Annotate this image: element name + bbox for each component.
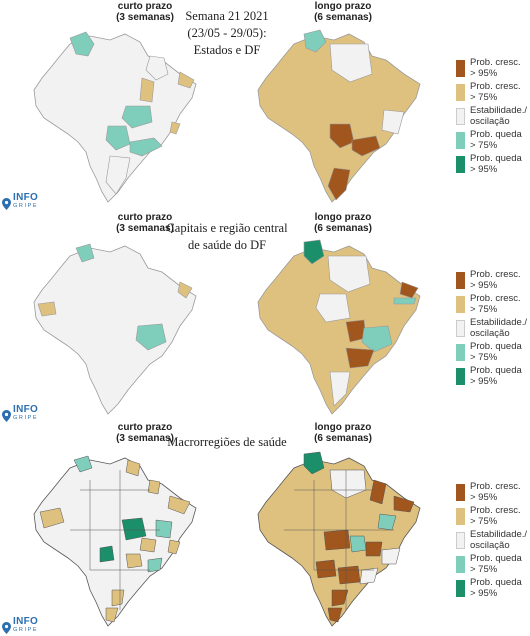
legend-item: Prob. cresc. > 95% <box>456 269 530 292</box>
region-pb <box>393 297 417 305</box>
region-rs <box>327 167 351 201</box>
region-tocantins <box>139 77 155 103</box>
region-para <box>329 43 373 83</box>
region-para <box>327 255 371 293</box>
long-term-label-line2: (6 semanas) <box>314 12 372 23</box>
legend-item: Prob. cresc. > 75% <box>456 293 530 316</box>
logo-main: INFO <box>13 192 39 203</box>
infogripe-logo: INFO GRIPE <box>2 405 38 422</box>
section-title-estados: Semana 21 2021 (23/05 - 29/05): Estados … <box>152 8 302 59</box>
legend-item: Prob. cresc. > 75% <box>456 505 530 528</box>
region-south <box>105 155 131 195</box>
short-term-label: curto prazo (3 semanas) <box>116 212 174 234</box>
region-roraima <box>69 31 95 57</box>
legend-item: Prob. queda > 75% <box>456 129 530 152</box>
map-long-term-macrorregioes <box>257 451 421 627</box>
region-acre <box>37 301 57 317</box>
region-es <box>169 121 181 135</box>
title-line2: (23/05 - 29/05): <box>187 26 267 40</box>
location-pin-icon <box>2 622 11 634</box>
region-ms <box>329 123 355 149</box>
long-term-label-line1: longo prazo <box>314 1 372 12</box>
map-short-term-macrorregioes <box>33 455 197 627</box>
location-pin-icon <box>2 410 11 422</box>
long-term-label: longo prazo (6 semanas) <box>288 1 398 23</box>
long-term-label: longo prazo (6 semanas) <box>314 212 372 234</box>
region-south <box>329 371 351 407</box>
location-pin-icon <box>2 198 11 210</box>
short-term-label: curto prazo (3 semanas) <box>116 422 174 444</box>
legend-item: Prob. queda > 75% <box>456 341 530 364</box>
legend-macrorregioes: Prob. cresc. > 95% Prob. cresc. > 75% Esta… <box>456 481 530 602</box>
legend-item: Prob. queda > 95% <box>456 365 530 388</box>
region-ms <box>105 125 131 151</box>
legend-capitais: Prob. cresc. > 95% Prob. cresc. > 75% Esta… <box>456 269 530 390</box>
legend-estados: Prob. cresc. > 95% Prob. cresc. > 75% Esta… <box>456 57 530 178</box>
section-title-capitais: Capitais e região central de saúde do DF <box>166 221 288 252</box>
map-long-term-estados <box>257 29 421 203</box>
infogripe-logo: INFO GRIPE <box>2 617 38 634</box>
map-short-term-estados <box>33 31 197 203</box>
legend-item: Estabilidade./oscilação <box>456 317 530 340</box>
legend-item: Prob. queda > 75% <box>456 553 530 576</box>
short-term-label-line2: (3 semanas) <box>116 12 174 23</box>
long-term-label: longo prazo (6 semanas) <box>314 422 372 444</box>
map-short-term-capitais <box>33 243 197 415</box>
region-rn <box>177 71 195 89</box>
legend-item: Prob. queda > 95% <box>456 153 530 176</box>
short-term-label: curto prazo (3 semanas) <box>90 1 200 23</box>
section-capitais: curto prazo (3 semanas) longo prazo (6 sem… <box>0 210 530 422</box>
map-long-term-capitais <box>257 239 421 415</box>
logo-sub: GRIPE <box>13 203 39 209</box>
region-roraima <box>303 29 327 53</box>
legend-item: Prob. cresc. > 95% <box>456 481 530 504</box>
infogripe-logo: INFO GRIPE <box>2 192 39 210</box>
region-roraima <box>303 239 325 265</box>
region-sp <box>351 135 381 157</box>
section-macrorregioes: curto prazo (3 semanas) longo prazo (6 sem… <box>0 420 530 636</box>
legend-item: Prob. queda > 95% <box>456 577 530 600</box>
section-title-macrorregioes: Macrorregiões de saúde <box>167 435 287 449</box>
region-roraima <box>75 243 95 263</box>
region-sp <box>345 347 375 369</box>
region-goias <box>121 105 153 129</box>
legend-item: Prob. cresc. > 95% <box>456 57 530 80</box>
short-term-label-line1: curto prazo <box>117 1 173 12</box>
region-central <box>135 323 167 351</box>
title-line1: Semana 21 2021 <box>185 9 269 23</box>
region-sp <box>129 137 163 157</box>
section-estados: curto prazo (3 semanas) longo prazo (6 s… <box>0 0 530 210</box>
region-east <box>381 109 405 135</box>
legend-item: Prob. cresc. > 75% <box>456 81 530 104</box>
legend-item: Estabilidade./oscilação <box>456 529 530 552</box>
title-line3: Estados e DF <box>193 43 261 57</box>
brazil-outline <box>33 245 197 415</box>
region-maranhao <box>145 55 169 81</box>
region-rn <box>177 281 193 299</box>
legend-item: Estabilidade./oscilação <box>456 105 530 128</box>
region-central <box>361 325 393 353</box>
region-mt <box>315 293 351 323</box>
brazil-outline <box>257 245 421 415</box>
